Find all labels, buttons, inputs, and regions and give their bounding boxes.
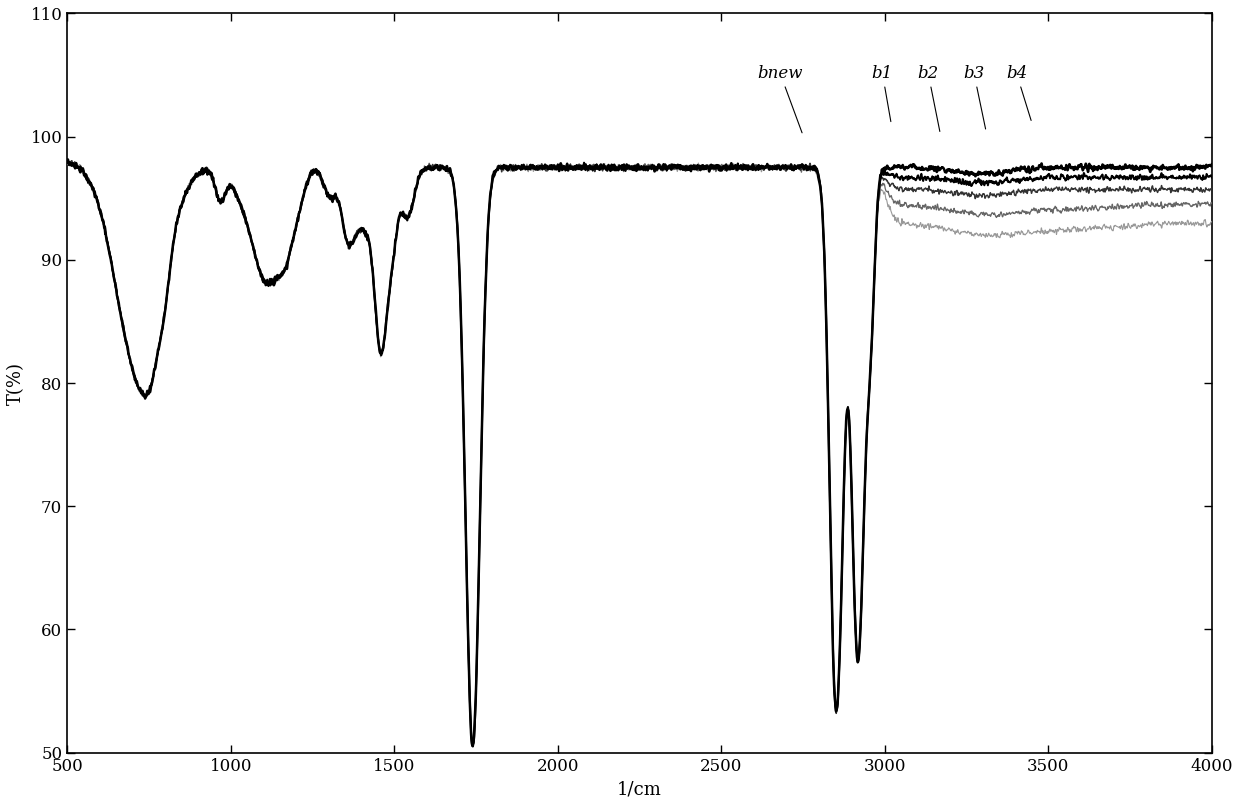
Y-axis label: T(%): T(%) [7, 361, 25, 405]
Text: b2: b2 [918, 64, 940, 131]
Text: b3: b3 [963, 64, 986, 129]
Text: bnew: bnew [758, 64, 802, 133]
Text: b4: b4 [1006, 64, 1032, 121]
Text: b1: b1 [872, 64, 893, 122]
X-axis label: 1/cm: 1/cm [618, 780, 662, 798]
